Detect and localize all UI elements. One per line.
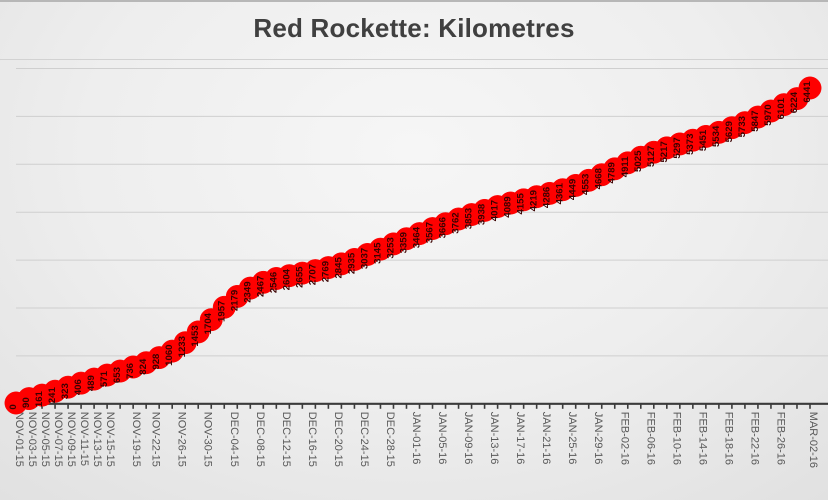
svg-text:5451: 5451 <box>698 129 709 151</box>
svg-text:JAN-05-16: JAN-05-16 <box>436 412 448 465</box>
svg-text:DEC-20-15: DEC-20-15 <box>332 412 344 467</box>
svg-text:DEC-24-15: DEC-24-15 <box>358 412 370 467</box>
svg-text:2467: 2467 <box>255 276 266 297</box>
svg-text:2655: 2655 <box>294 266 305 288</box>
svg-text:JAN-09-16: JAN-09-16 <box>462 412 474 465</box>
svg-text:1060: 1060 <box>164 344 175 365</box>
svg-text:824: 824 <box>138 358 149 375</box>
svg-text:241: 241 <box>47 387 58 404</box>
svg-text:2845: 2845 <box>333 257 344 279</box>
svg-text:2769: 2769 <box>320 261 331 282</box>
svg-text:JAN-25-16: JAN-25-16 <box>566 412 578 465</box>
svg-text:FEB-18-16: FEB-18-16 <box>722 412 734 465</box>
svg-text:5127: 5127 <box>646 146 657 167</box>
svg-text:NOV-01-15: NOV-01-15 <box>13 412 25 467</box>
svg-text:1233: 1233 <box>177 336 188 357</box>
svg-text:489: 489 <box>86 375 97 391</box>
svg-text:653: 653 <box>112 367 123 383</box>
svg-text:NOV-30-15: NOV-30-15 <box>202 412 214 467</box>
svg-text:2604: 2604 <box>281 268 292 290</box>
svg-text:6441: 6441 <box>802 81 813 103</box>
svg-text:5217: 5217 <box>659 141 670 162</box>
svg-text:FEB-26-16: FEB-26-16 <box>774 412 786 465</box>
svg-text:3666: 3666 <box>438 217 449 238</box>
svg-text:3253: 3253 <box>385 237 396 258</box>
svg-text:FEB-06-16: FEB-06-16 <box>644 412 656 465</box>
svg-text:2707: 2707 <box>307 264 318 285</box>
svg-text:4155: 4155 <box>516 192 527 214</box>
svg-text:5025: 5025 <box>633 150 644 172</box>
svg-text:4668: 4668 <box>594 167 605 189</box>
svg-text:161: 161 <box>34 390 45 407</box>
svg-text:NOV-13-15: NOV-13-15 <box>91 412 103 467</box>
svg-text:1453: 1453 <box>190 325 201 346</box>
svg-text:90: 90 <box>21 397 32 408</box>
svg-text:DEC-04-15: DEC-04-15 <box>228 412 240 467</box>
svg-text:3464: 3464 <box>412 226 423 248</box>
svg-text:DEC-12-15: DEC-12-15 <box>280 412 292 467</box>
svg-text:406: 406 <box>73 379 84 395</box>
svg-text:NOV-19-15: NOV-19-15 <box>130 412 142 467</box>
svg-text:FEB-10-16: FEB-10-16 <box>670 412 682 465</box>
svg-text:4911: 4911 <box>620 156 631 177</box>
svg-text:3762: 3762 <box>451 212 462 233</box>
svg-text:3145: 3145 <box>372 242 383 264</box>
svg-text:928: 928 <box>151 353 162 370</box>
svg-text:NOV-03-15: NOV-03-15 <box>26 412 38 467</box>
svg-text:2935: 2935 <box>346 252 357 274</box>
svg-text:DEC-28-15: DEC-28-15 <box>384 412 396 467</box>
svg-text:2179: 2179 <box>229 290 240 311</box>
svg-text:3938: 3938 <box>477 203 488 225</box>
svg-text:FEB-02-16: FEB-02-16 <box>618 412 630 465</box>
svg-text:5970: 5970 <box>763 104 774 125</box>
svg-text:DEC-08-15: DEC-08-15 <box>254 412 266 467</box>
svg-text:4286: 4286 <box>542 187 553 208</box>
svg-text:FEB-14-16: FEB-14-16 <box>696 412 708 465</box>
svg-text:0: 0 <box>8 404 19 409</box>
svg-text:JAN-13-16: JAN-13-16 <box>488 412 500 465</box>
svg-text:571: 571 <box>99 370 110 387</box>
svg-text:6101: 6101 <box>776 97 787 119</box>
svg-text:NOV-22-15: NOV-22-15 <box>150 412 162 467</box>
svg-text:NOV-11-15: NOV-11-15 <box>78 412 90 466</box>
svg-text:2546: 2546 <box>268 272 279 293</box>
svg-text:4553: 4553 <box>581 174 592 195</box>
svg-text:4219: 4219 <box>529 190 540 211</box>
svg-text:NOV-07-15: NOV-07-15 <box>52 412 64 467</box>
svg-text:3567: 3567 <box>425 222 436 243</box>
svg-text:5629: 5629 <box>724 121 735 142</box>
svg-text:5733: 5733 <box>737 116 748 137</box>
svg-text:4789: 4789 <box>607 162 618 183</box>
svg-text:DEC-16-15: DEC-16-15 <box>306 412 318 467</box>
svg-text:NOV-15-15: NOV-15-15 <box>104 412 116 467</box>
svg-text:JAN-01-16: JAN-01-16 <box>410 412 422 465</box>
svg-text:4089: 4089 <box>503 196 514 217</box>
svg-text:6224: 6224 <box>789 91 800 113</box>
svg-text:NOV-05-15: NOV-05-15 <box>39 412 51 467</box>
svg-text:FEB-22-16: FEB-22-16 <box>748 412 760 465</box>
svg-text:5373: 5373 <box>685 134 696 155</box>
svg-text:5297: 5297 <box>672 137 683 158</box>
svg-text:4361: 4361 <box>555 182 566 204</box>
svg-text:3359: 3359 <box>398 232 409 253</box>
svg-text:JAN-21-16: JAN-21-16 <box>540 412 552 465</box>
svg-text:JAN-29-16: JAN-29-16 <box>592 412 604 465</box>
svg-text:736: 736 <box>125 363 136 379</box>
svg-text:MAR-02-16: MAR-02-16 <box>807 412 819 468</box>
svg-text:4017: 4017 <box>490 200 501 221</box>
svg-text:323: 323 <box>60 383 71 399</box>
svg-text:1957: 1957 <box>216 301 227 322</box>
svg-text:3853: 3853 <box>464 208 475 229</box>
svg-text:2349: 2349 <box>242 281 253 302</box>
svg-text:JAN-17-16: JAN-17-16 <box>514 412 526 465</box>
svg-text:NOV-09-15: NOV-09-15 <box>65 412 77 467</box>
svg-text:3037: 3037 <box>359 248 370 269</box>
svg-text:4449: 4449 <box>568 179 579 200</box>
svg-text:NOV-26-15: NOV-26-15 <box>176 412 188 467</box>
svg-text:5847: 5847 <box>750 110 761 131</box>
svg-text:1704: 1704 <box>203 312 214 334</box>
svg-text:5534: 5534 <box>711 125 722 147</box>
